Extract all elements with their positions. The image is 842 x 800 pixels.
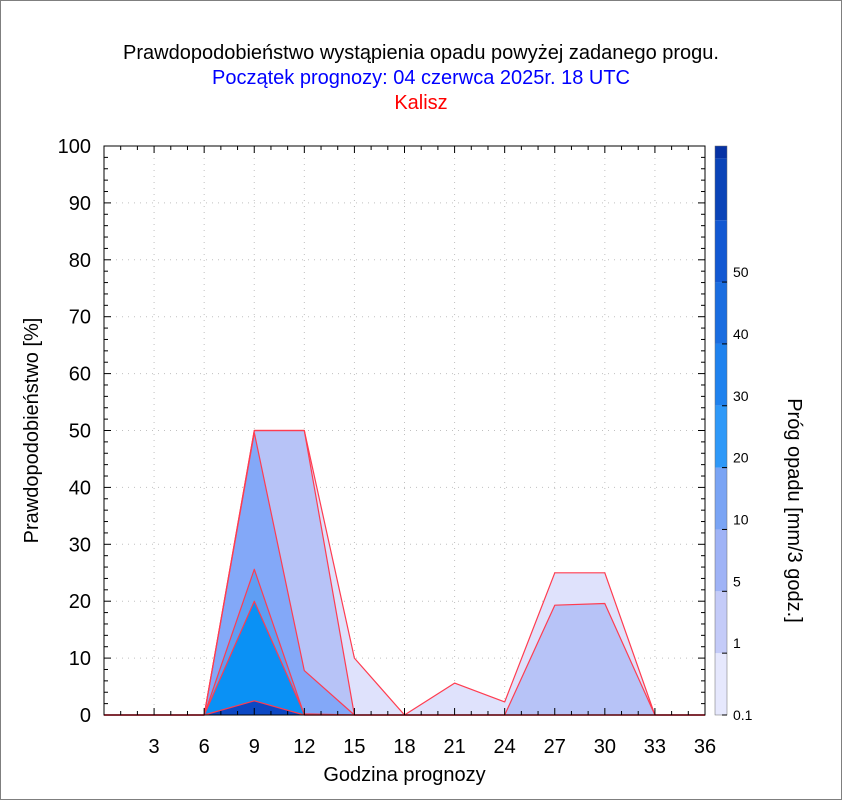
area-threshold-30: [104, 601, 705, 715]
x-tick-label: 15: [343, 736, 365, 758]
y-tick-label: 100: [58, 136, 91, 158]
colorbar-segment: [715, 405, 727, 468]
colorbar-segment: [715, 220, 727, 283]
forecast-start-subtitle: Początek prognozy: 04 czerwca 2025r. 18 …: [212, 67, 630, 89]
colorbar-segment: [715, 529, 727, 592]
x-tick-label: 18: [393, 736, 415, 758]
y-axis-label: Prawdopodobieństwo [%]: [21, 318, 43, 544]
y-tick-label: 80: [69, 250, 91, 272]
colorbar-segment: [715, 282, 727, 344]
x-tick-label: 9: [249, 736, 260, 758]
x-tick-label: 36: [694, 736, 716, 758]
colorbar-tick-label: 10: [733, 511, 749, 527]
x-tick-label: 12: [293, 736, 315, 758]
x-axis: 3 6 9 12 15 18 21 24 27 30 33 36: [103, 146, 716, 758]
y-tick-label: 50: [69, 421, 91, 443]
colorbar-tick-label: 0.1: [733, 707, 753, 723]
y-tick-label: 20: [69, 591, 91, 613]
y-tick-label: 0: [80, 705, 91, 727]
x-tick-label: 3: [149, 736, 160, 758]
colorbar-tick-label: 20: [733, 450, 749, 466]
colorbar-tick-label: 40: [733, 326, 749, 342]
x-tick-label: 24: [494, 736, 516, 758]
colorbar-segment: [715, 158, 727, 221]
location-name: Kalisz: [394, 92, 448, 114]
x-tick-label: 21: [443, 736, 465, 758]
colorbar-segment: [715, 591, 727, 654]
y-tick-label: 30: [69, 534, 91, 556]
colorbar-segment: [715, 467, 727, 530]
colorbar-segment: [715, 653, 727, 715]
colorbar-segment: [715, 146, 727, 159]
colorbar-tick-label: 1: [733, 635, 741, 651]
x-tick-label: 27: [544, 736, 566, 758]
colorbar-tick-label: 50: [733, 264, 749, 280]
colorbar-segment: [715, 343, 727, 406]
x-tick-label: 30: [594, 736, 616, 758]
probability-areas: [104, 430, 705, 715]
y-tick-label: 70: [69, 307, 91, 329]
x-tick-label: 6: [199, 736, 210, 758]
colorbar-border: [714, 145, 728, 716]
y-tick-label: 60: [69, 364, 91, 386]
colorbar-tick-label: 30: [733, 388, 749, 404]
y-tick-label: 10: [69, 648, 91, 670]
colorbar-tick-label: 5: [733, 573, 741, 589]
colorbar-label: Próg opadu [mm/3 godz.]: [783, 398, 805, 623]
colorbar: 0.1 1 5 10 20 30 40 50: [714, 145, 753, 723]
y-tick-label: 90: [69, 193, 91, 215]
chart-title: Prawdopodobieństwo wystąpienia opadu pow…: [123, 42, 719, 64]
x-tick-label: 33: [644, 736, 666, 758]
y-axis: 0 10 20 30 40 50 60 70 80 90 100: [58, 136, 705, 727]
y-tick-label: 40: [69, 477, 91, 499]
x-axis-label: Godzina prognozy: [323, 764, 485, 786]
